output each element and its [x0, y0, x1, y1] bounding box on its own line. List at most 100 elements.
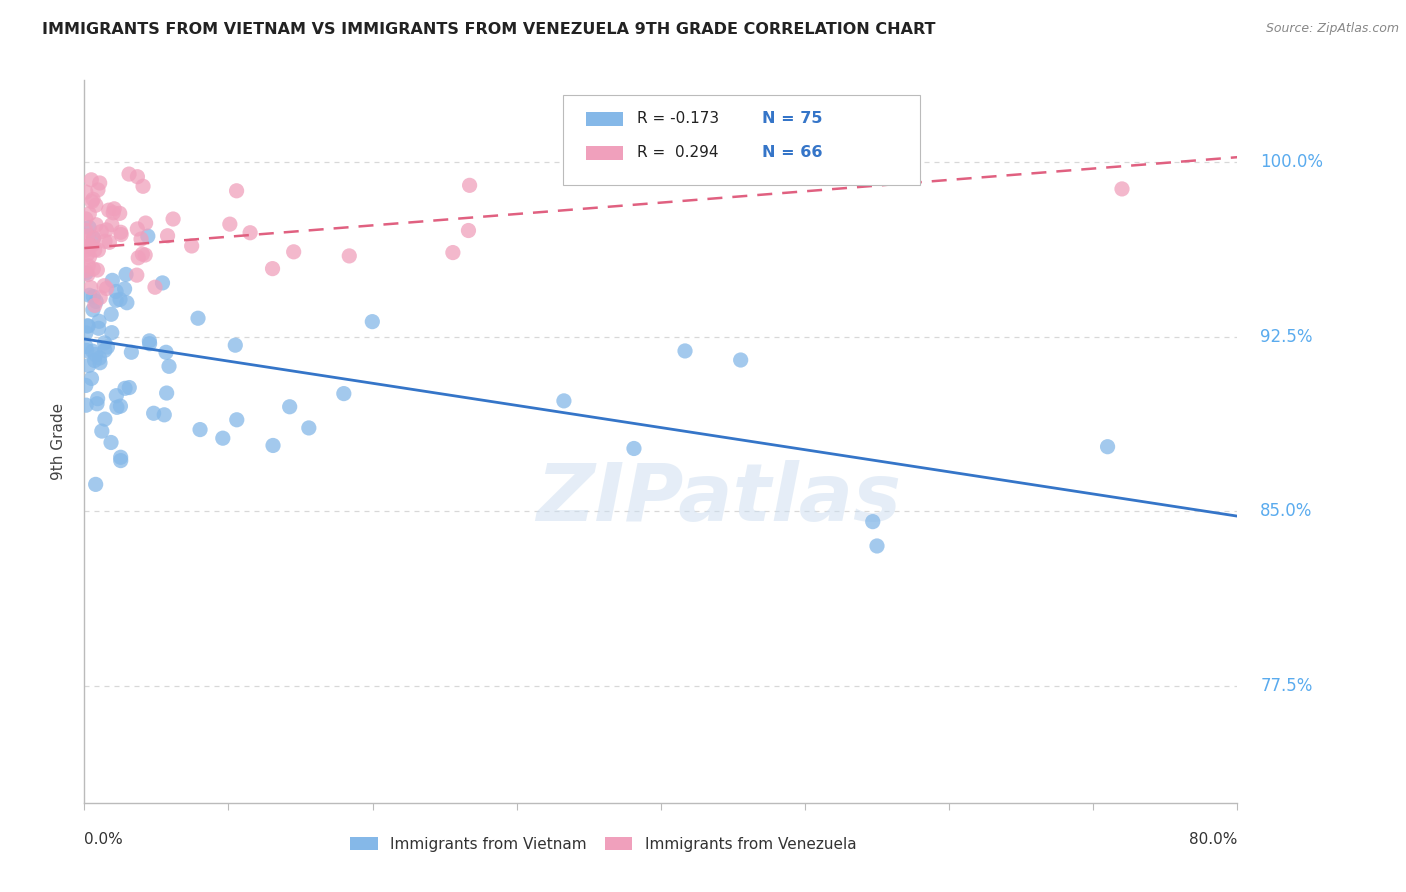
- Point: [86, 397, 108, 411]
- Point: [157, 359, 180, 374]
- Point: [262, 261, 284, 276]
- Point: [79, 238, 101, 252]
- Point: [93, 335, 115, 350]
- Point: [86, 392, 108, 406]
- Point: [80, 194, 103, 209]
- Point: [96, 340, 118, 354]
- Point: [77, 220, 100, 235]
- Point: [79, 207, 101, 221]
- Point: [75, 263, 97, 277]
- Point: [114, 381, 136, 395]
- Point: [101, 273, 124, 287]
- Point: [84, 218, 107, 232]
- Point: [225, 413, 247, 427]
- Point: [75, 378, 97, 392]
- Point: [83, 353, 105, 368]
- Point: [127, 222, 149, 236]
- Point: [83, 231, 105, 245]
- Point: [82, 344, 104, 359]
- Point: [75, 244, 97, 258]
- Point: [96, 223, 118, 237]
- Text: 100.0%: 100.0%: [1260, 153, 1323, 171]
- Point: [75, 211, 97, 226]
- Point: [94, 234, 117, 248]
- Point: [105, 285, 128, 299]
- Text: 0.0%: 0.0%: [84, 831, 124, 847]
- Point: [75, 398, 97, 412]
- Point: [100, 326, 122, 340]
- Point: [110, 453, 132, 467]
- Point: [83, 298, 105, 312]
- Text: Source: ZipAtlas.com: Source: ZipAtlas.com: [1265, 22, 1399, 36]
- Point: [103, 202, 125, 216]
- Point: [138, 336, 160, 351]
- Point: [118, 380, 141, 394]
- Point: [82, 231, 104, 245]
- Point: [93, 278, 115, 293]
- Point: [77, 359, 100, 373]
- Point: [80, 280, 103, 294]
- Point: [162, 212, 184, 227]
- Point: [131, 247, 153, 261]
- Point: [143, 280, 166, 294]
- Point: [77, 318, 100, 333]
- Text: 80.0%: 80.0%: [1189, 831, 1237, 847]
- Point: [100, 435, 122, 450]
- Point: [156, 386, 179, 401]
- Point: [553, 393, 575, 408]
- Point: [86, 263, 108, 277]
- Point: [98, 235, 121, 250]
- Point: [239, 226, 262, 240]
- Point: [218, 217, 240, 231]
- Point: [125, 268, 148, 282]
- Point: [76, 343, 98, 358]
- Point: [188, 423, 211, 437]
- Point: [87, 183, 110, 197]
- Point: [110, 399, 132, 413]
- Point: [862, 515, 884, 529]
- Point: [152, 276, 174, 290]
- Point: [105, 293, 128, 308]
- Point: [96, 281, 118, 295]
- Point: [458, 178, 481, 193]
- Text: R =  0.294: R = 0.294: [637, 145, 718, 161]
- Point: [1097, 440, 1119, 454]
- Point: [84, 477, 107, 491]
- Point: [298, 421, 321, 435]
- Point: [115, 268, 138, 282]
- Point: [94, 412, 117, 426]
- Point: [97, 203, 120, 218]
- Point: [866, 539, 889, 553]
- Point: [89, 290, 111, 304]
- Point: [278, 400, 301, 414]
- Point: [120, 345, 142, 359]
- Point: [127, 251, 149, 265]
- Point: [82, 261, 104, 276]
- Point: [75, 223, 97, 237]
- Point: [441, 245, 464, 260]
- Point: [132, 179, 155, 194]
- Point: [108, 206, 131, 220]
- Point: [82, 192, 104, 206]
- Point: [80, 371, 103, 385]
- Point: [142, 406, 165, 420]
- Point: [134, 248, 156, 262]
- Point: [89, 351, 111, 365]
- Point: [100, 307, 122, 321]
- Point: [1111, 182, 1133, 196]
- Point: [138, 334, 160, 348]
- Point: [94, 343, 117, 358]
- Point: [87, 243, 110, 257]
- Text: R = -0.173: R = -0.173: [637, 112, 720, 127]
- Point: [79, 288, 101, 302]
- Point: [84, 347, 107, 361]
- Point: [673, 343, 696, 358]
- Point: [187, 311, 209, 326]
- Point: [76, 229, 98, 244]
- Point: [108, 293, 131, 307]
- Point: [135, 216, 157, 230]
- Point: [89, 356, 111, 370]
- Point: [118, 167, 141, 181]
- Point: [76, 239, 98, 253]
- Point: [80, 238, 103, 252]
